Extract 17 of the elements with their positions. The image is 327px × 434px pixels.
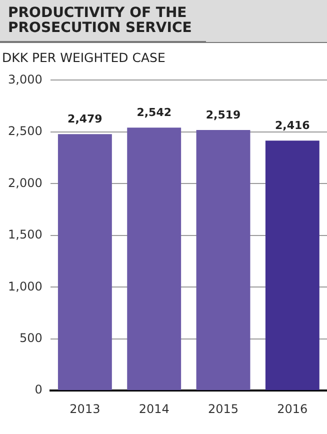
data-label: 2,479 <box>68 112 102 126</box>
y-tick-label: 0 <box>34 382 42 397</box>
data-label: 2,416 <box>275 118 310 132</box>
x-tick-label: 2015 <box>208 402 239 416</box>
y-tick-label: 2,500 <box>8 124 42 138</box>
x-tick-label: 2013 <box>70 402 100 416</box>
chart-subtitle: DKK PER WEIGHTED CASE <box>1 49 166 65</box>
y-tick-label: 500 <box>19 330 42 345</box>
y-tick-label: 1,500 <box>8 228 42 242</box>
x-tick-label: 2016 <box>277 402 308 416</box>
x-tick-label: 2014 <box>138 402 170 416</box>
y-tick-label: 2,000 <box>8 176 42 190</box>
data-label: 2,519 <box>206 108 241 122</box>
data-label: 2,542 <box>136 106 172 119</box>
chart-title: PRODUCTIVITY OF THE PROSECUTION SERVICE <box>0 0 206 42</box>
y-tick-label: 3,000 <box>8 72 42 86</box>
y-tick-label: 1,000 <box>8 279 42 294</box>
